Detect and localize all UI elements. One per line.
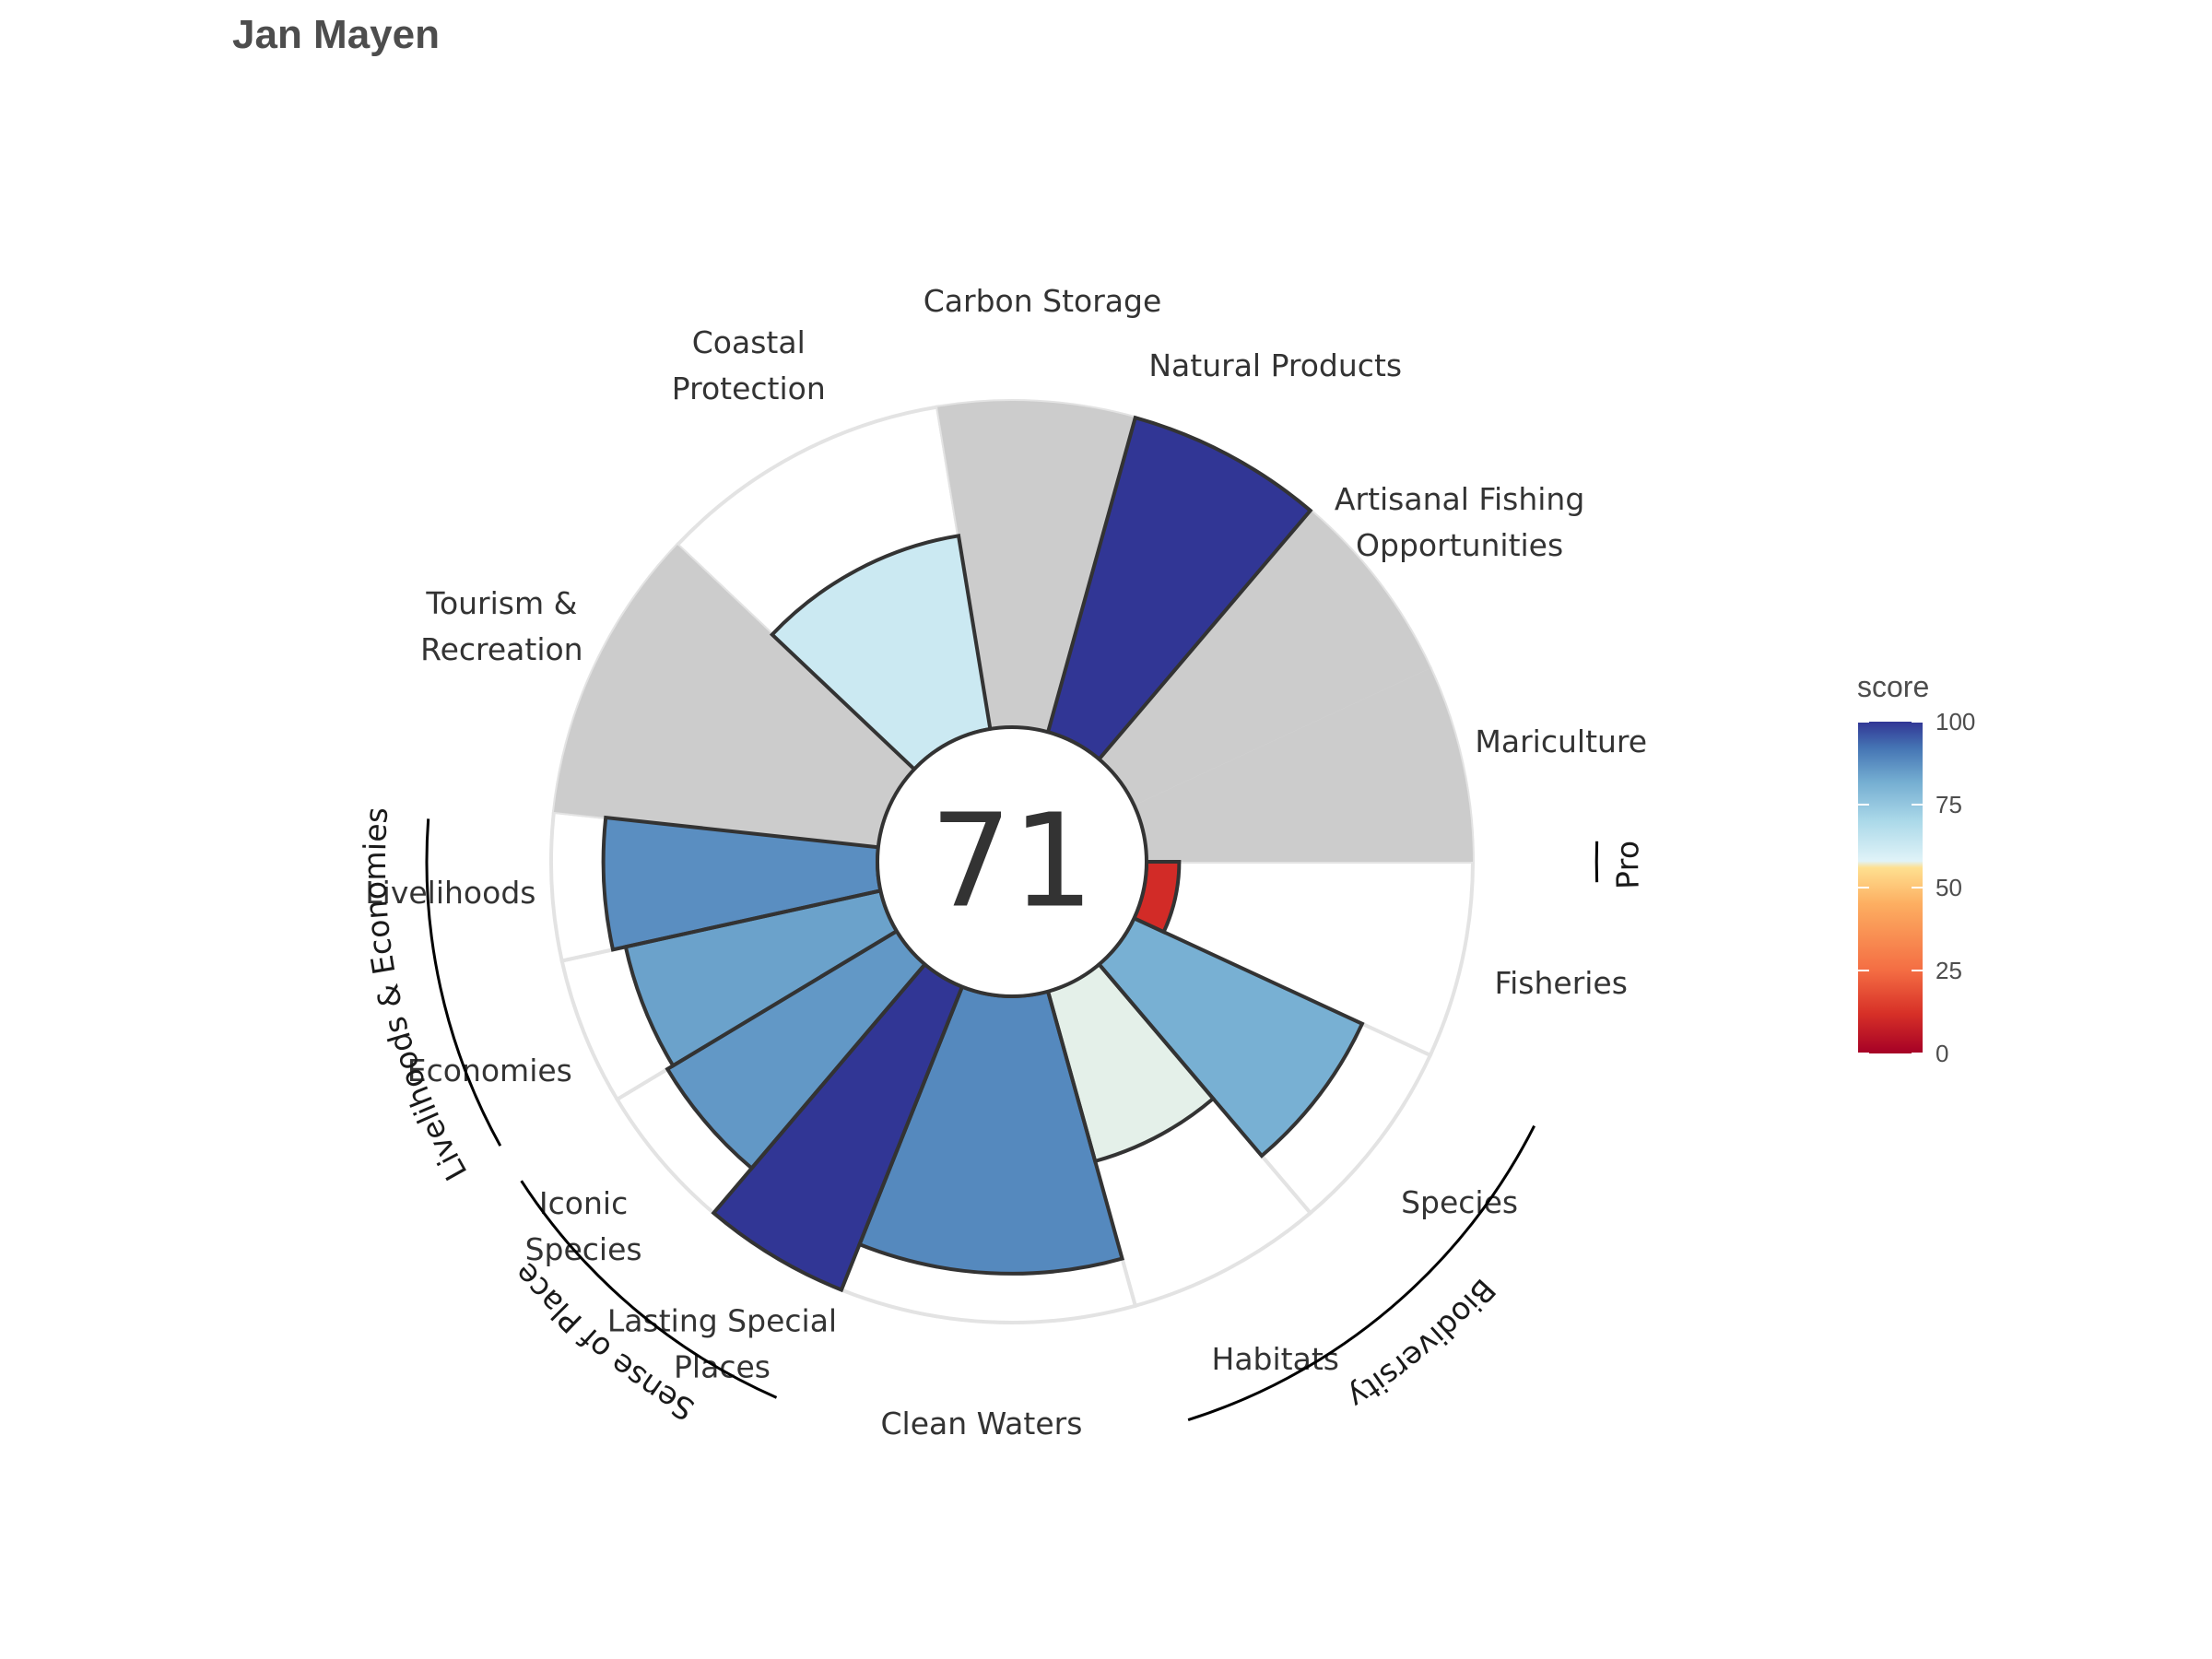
goal-label-carbon-storage: Carbon Storage [924,282,1162,318]
na-petals [553,400,1473,862]
legend-ticks: 100 75 50 25 0 [1858,708,1975,1067]
legend-title: score [1857,670,1929,703]
goal-label-artisanal-fishing-opportunities: Artisanal Fishing Opportunities [1335,480,1584,562]
goal-label-fisheries: Fisheries [1495,965,1628,1001]
petal-mariculture-na [1134,668,1473,862]
legend-tick-label: 50 [1936,874,1962,901]
goal-label-tourism-and-recreation: Tourism & Recreation [420,584,582,666]
legend-tick-label: 100 [1936,708,1975,735]
goal-label-natural-products: Natural Products [1148,347,1402,383]
goal-labels: Fisheries Species Habitats Clean Waters Last… [365,282,1647,1441]
center-score: 71 [930,787,1094,937]
goal-label-economies: Economies [407,1052,572,1088]
group-arc-biodiversity [1187,1124,1535,1421]
goal-label-mariculture: Mariculture [1475,723,1647,759]
group-label-biodiversity: Biodiversity [1342,1272,1503,1417]
chart-title: Jan Mayen [232,12,440,57]
legend-tick-label: 25 [1936,957,1962,984]
center-circle [876,725,1148,998]
petal-artisanal-fishing-opportunities-na [1099,510,1430,806]
legend-tick-label: 0 [1936,1040,1948,1067]
group-label-livelihoods-and-economies: Livelihoods & Economies [357,806,475,1187]
petal-carbon-storage-na [937,400,1135,733]
group-arc-sense-of-place [520,1180,778,1399]
petal-tourism-and-recreation-na [553,545,915,848]
group-arc-livelihoods-and-economies [425,818,502,1147]
legend-tick-label: 75 [1936,791,1962,818]
goal-label-habitats: Habitats [1212,1340,1339,1376]
goal-label-livelihoods: Livelihoods [365,875,535,911]
goal-label-species: Species [1401,1184,1518,1220]
goal-label-coastal-protection: Coastal Protection [672,324,826,406]
score-petals [602,417,1363,1291]
legend: score 100 75 50 25 0 [1857,670,1975,1067]
goal-label-iconic-species: Iconic Species [525,1184,642,1266]
goal-label-clean-waters: Clean Waters [881,1406,1083,1441]
goal-label-lasting-special-places: Lasting Special Places [607,1302,837,1384]
